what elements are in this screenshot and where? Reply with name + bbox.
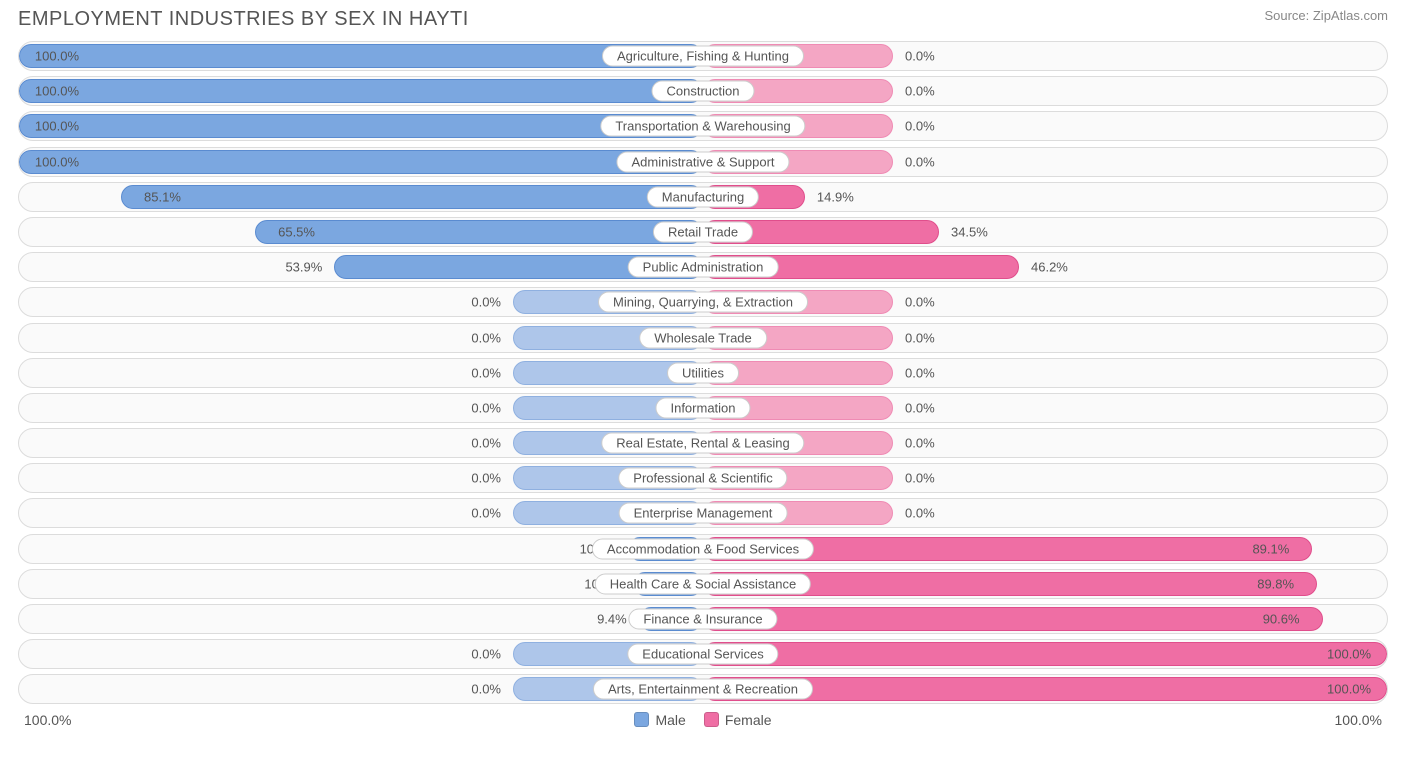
chart-row: Accommodation & Food Services10.9%89.1% [18,534,1388,564]
chart-row: Manufacturing 85.1% 14.9% [18,182,1388,212]
legend-swatch-female [704,712,719,727]
value-female: 0.0% [905,295,935,310]
legend: Male Female [634,712,771,728]
value-female: 14.9% [817,189,854,204]
value-female: 0.0% [905,119,935,134]
chart-row: Construction 100.0% 0.0% [18,76,1388,106]
category-label: Finance & Insurance [628,609,777,630]
chart-row: Educational Services 0.0% 100.0% [18,639,1388,669]
value-male: 0.0% [471,647,501,662]
chart-row: Professional & Scientific 0.0% 0.0% [18,463,1388,493]
value-male: 0.0% [471,400,501,415]
bar-male [19,44,703,68]
category-label: Enterprise Management [619,503,788,524]
chart-area: Agriculture, Fishing & Hunting 100.0% 0.0%… [0,37,1406,704]
category-label: Real Estate, Rental & Leasing [601,433,804,454]
legend-label-male: Male [655,712,685,728]
chart-row: Arts, Entertainment & Recreation 0.0% 100.… [18,674,1388,704]
category-label: Utilities [667,362,739,383]
value-male: 65.5% [278,224,315,239]
category-label: Information [655,397,750,418]
bar-male [19,79,703,103]
chart-row: Transportation & Warehousing 100.0% 0.0% [18,111,1388,141]
value-female: 89.1% [1252,541,1289,556]
chart-title: EMPLOYMENT INDUSTRIES BY SEX IN HAYTI [18,8,469,31]
chart-row: Enterprise Management 0.0% 0.0% [18,498,1388,528]
value-male: 0.0% [471,330,501,345]
chart-row: Retail Trade 65.5% 34.5% [18,217,1388,247]
bar-male [19,150,703,174]
legend-swatch-male [634,712,649,727]
chart-row: Finance & Insurance9.4% 90.6% [18,604,1388,634]
bar-male [121,185,703,209]
category-label: Transportation & Warehousing [600,116,805,137]
value-male: 0.0% [471,295,501,310]
chart-row: Health Care & Social Assistance10.2%89.8… [18,569,1388,599]
value-male: 0.0% [471,506,501,521]
category-label: Educational Services [627,644,778,665]
chart-row: Real Estate, Rental & Leasing 0.0% 0.0% [18,428,1388,458]
category-label: Wholesale Trade [639,327,767,348]
value-female: 0.0% [905,154,935,169]
value-female: 89.8% [1257,576,1294,591]
value-male: 0.0% [471,471,501,486]
value-male: 85.1% [144,189,181,204]
value-female: 46.2% [1031,260,1068,275]
legend-item-male: Male [634,712,685,728]
category-label: Public Administration [628,257,779,278]
value-female: 0.0% [905,84,935,99]
category-label: Mining, Quarrying, & Extraction [598,292,808,313]
category-label: Agriculture, Fishing & Hunting [602,46,804,67]
value-female: 0.0% [905,365,935,380]
value-female: 0.0% [905,506,935,521]
source-attribution: Source: ZipAtlas.com [1264,8,1388,23]
chart-row: Utilities 0.0% 0.0% [18,358,1388,388]
category-label: Accommodation & Food Services [592,538,814,559]
value-male: 100.0% [35,154,79,169]
chart-row: Agriculture, Fishing & Hunting 100.0% 0.0% [18,41,1388,71]
bar-female [703,642,1387,666]
value-female: 0.0% [905,436,935,451]
category-label: Retail Trade [653,221,753,242]
category-label: Arts, Entertainment & Recreation [593,679,813,700]
value-female: 0.0% [905,330,935,345]
category-label: Manufacturing [647,186,759,207]
axis-right-label: 100.0% [1335,712,1382,728]
category-label: Administrative & Support [616,151,789,172]
category-label: Construction [652,81,755,102]
chart-row: Public Administration 53.9% 46.2% [18,252,1388,282]
bar-male [255,220,703,244]
bar-female [703,607,1323,631]
value-male: 53.9% [285,260,322,275]
legend-item-female: Female [704,712,772,728]
value-male: 100.0% [35,49,79,64]
value-male: 9.4% [597,612,627,627]
value-female: 34.5% [951,224,988,239]
value-female: 90.6% [1263,612,1300,627]
value-female: 0.0% [905,471,935,486]
chart-row: Mining, Quarrying, & Extraction 0.0% 0.0% [18,287,1388,317]
chart-row: Wholesale Trade 0.0% 0.0% [18,323,1388,353]
value-male: 100.0% [35,119,79,134]
value-female: 100.0% [1327,682,1371,697]
value-male: 100.0% [35,84,79,99]
chart-row: Information 0.0% 0.0% [18,393,1388,423]
value-female: 100.0% [1327,647,1371,662]
value-male: 0.0% [471,365,501,380]
value-male: 0.0% [471,682,501,697]
category-label: Health Care & Social Assistance [595,573,811,594]
value-female: 0.0% [905,49,935,64]
value-male: 0.0% [471,436,501,451]
value-female: 0.0% [905,400,935,415]
legend-label-female: Female [725,712,772,728]
axis-left-label: 100.0% [24,712,71,728]
category-label: Professional & Scientific [618,468,787,489]
chart-row: Administrative & Support 100.0% 0.0% [18,147,1388,177]
